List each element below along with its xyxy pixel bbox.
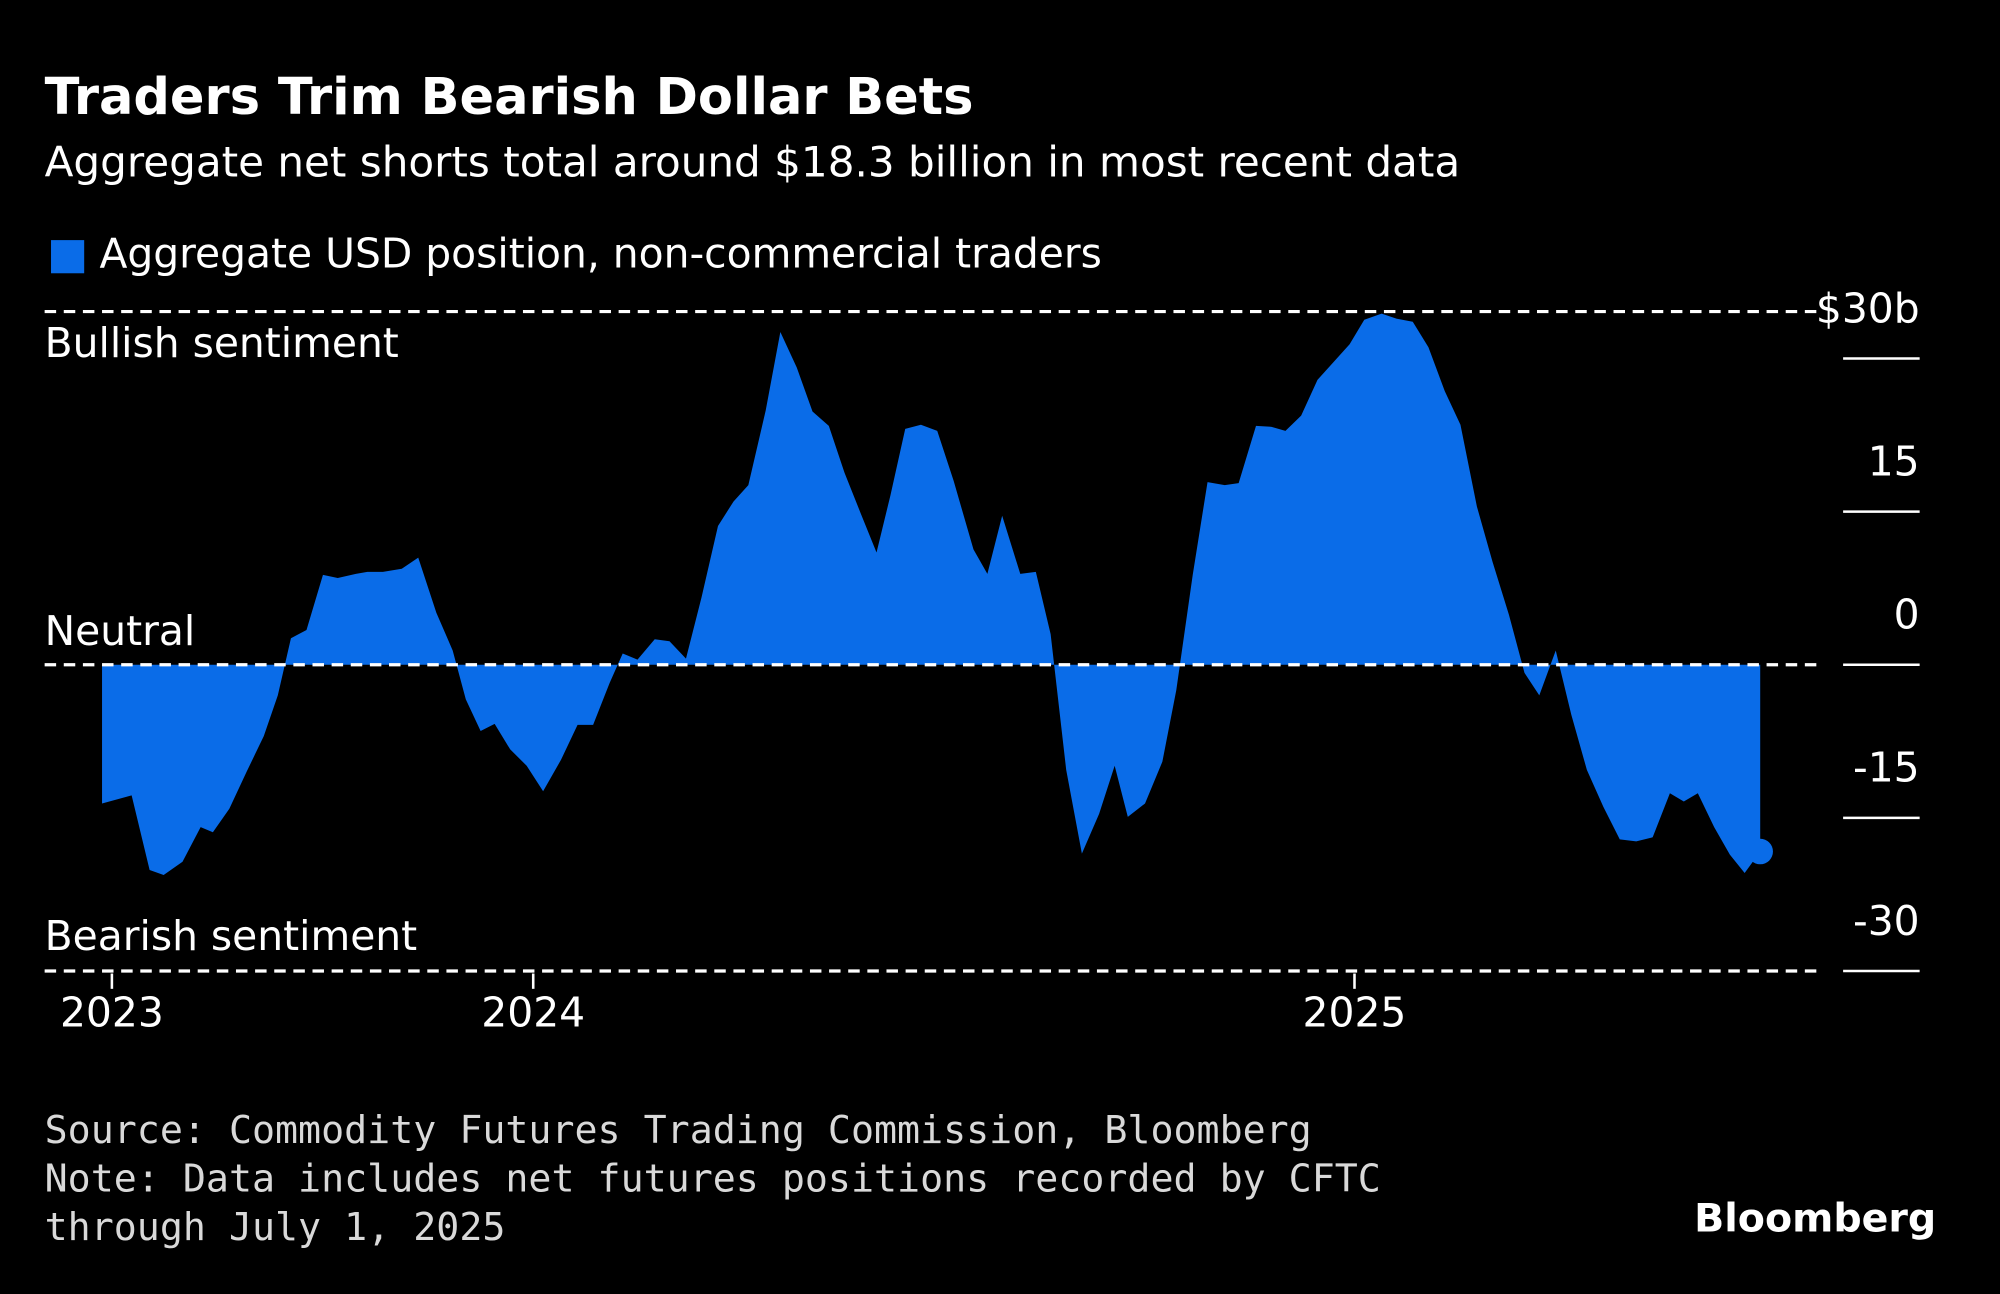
x-tick-label: 2023	[60, 989, 164, 1037]
y-tick-label: $30b	[1816, 284, 1920, 332]
legend-label: Aggregate USD position, non-commercial t…	[99, 230, 1101, 278]
note: Note: Data includes net futures position…	[44, 1157, 1381, 1251]
annotation: Neutral	[45, 607, 196, 655]
y-tick-label: -15	[1853, 744, 1920, 792]
area	[102, 313, 1761, 876]
footer-text: Source: Commodity Futures Trading Commis…	[45, 1107, 1525, 1252]
y-tick-label: -30	[1853, 897, 1920, 945]
annotation: Bearish sentiment	[45, 912, 418, 960]
legend-swatch	[51, 240, 85, 274]
x-tick-label: 2024	[481, 989, 585, 1037]
logo: Bloomberg	[1694, 1195, 1936, 1241]
y-tick-label: 15	[1868, 437, 1920, 485]
source: Source: Commodity Futures Trading Commis…	[44, 1108, 1312, 1154]
footer: Source: Commodity Futures Trading Commis…	[45, 1107, 1525, 1252]
chart-subtitle: Aggregate net shorts total around $18.3 …	[45, 137, 1460, 186]
chart-title: Traders Trim Bearish Dollar Bets	[45, 68, 974, 127]
last-point	[1747, 838, 1773, 865]
plot: Aggregate USD position, non-commercial t…	[45, 230, 1920, 1037]
y-tick-label: 0	[1894, 591, 1920, 639]
annotation: Bullish sentiment	[45, 319, 399, 367]
x-tick-label: 2025	[1303, 989, 1407, 1037]
